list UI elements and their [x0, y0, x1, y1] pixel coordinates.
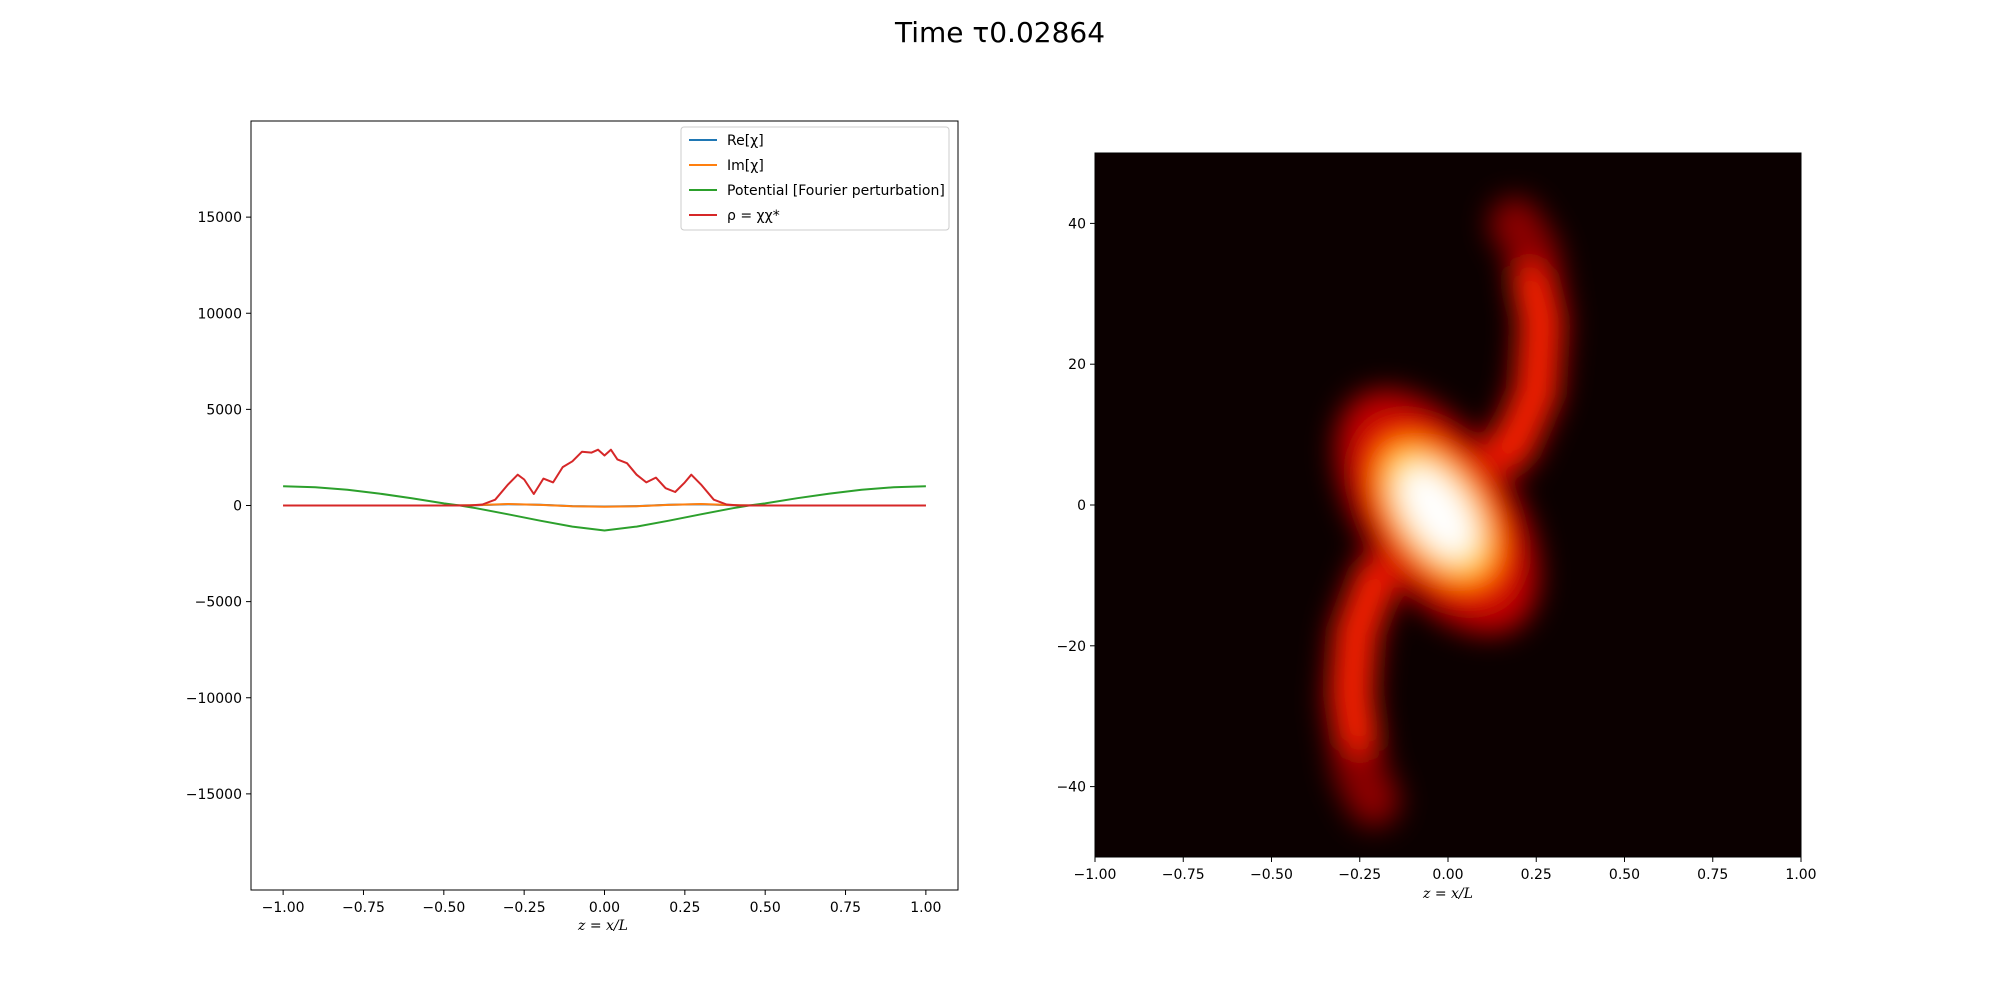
- heatmap-blur-layer: [1323, 197, 1570, 827]
- line-chart-x-axis-label: z = x/L: [577, 918, 628, 934]
- heatmap-x-ticks: −1.00 −0.75 −0.50 −0.25 0.00 0.25 0.50 0.75 1.00: [1074, 857, 1817, 883]
- y-tick-label: −5000: [195, 595, 242, 611]
- heatmap-density: [1323, 197, 1570, 827]
- legend: Re[χ] Im[χ] Potential [Fourier perturbatio…: [680, 126, 950, 231]
- x-tick-label: −0.75: [342, 900, 385, 916]
- x-tick-label: 0.75: [830, 900, 861, 916]
- y-tick-label: 20: [1068, 357, 1086, 373]
- upper-arm-core: [1440, 264, 1555, 492]
- x-tick-label: 0.25: [1521, 867, 1552, 883]
- legend-label-0: Re[χ]: [727, 133, 764, 149]
- y-tick-label: 40: [1068, 216, 1086, 232]
- line-chart-series-group: [283, 448, 926, 532]
- line-chart-panel: −1.00 −0.75 −0.50 −0.25 0.00 0.25 0.50 0.75 1.00…: [186, 120, 959, 934]
- series-line-2: [283, 485, 926, 532]
- x-tick-label: 1.00: [910, 900, 941, 916]
- legend-items: Re[χ] Im[χ] Potential [Fourier perturbatio…: [689, 133, 945, 224]
- x-tick-label: 0.75: [1697, 867, 1728, 883]
- suptitle: Time τ0.02864: [894, 16, 1105, 49]
- x-tick-label: −0.25: [503, 900, 546, 916]
- x-tick-label: 0.00: [1432, 867, 1463, 883]
- line-chart-y-ticks: −15000 −10000 −5000 0 5000 10000 15000: [186, 210, 251, 803]
- x-tick-label: −0.25: [1338, 867, 1381, 883]
- heatmap-panel: −1.00 −0.75 −0.50 −0.25 0.00 0.25 0.50 0.75 1.00…: [1056, 152, 1817, 902]
- x-tick-label: −1.00: [262, 900, 305, 916]
- series-line-3: [283, 448, 926, 507]
- heatmap-x-axis-label: z = x/L: [1422, 886, 1473, 902]
- line-chart-x-ticks: −1.00 −0.75 −0.50 −0.25 0.00 0.25 0.50 0.75 1.00: [262, 890, 941, 916]
- y-tick-label: −10000: [186, 691, 242, 707]
- x-tick-label: 0.00: [589, 900, 620, 916]
- x-tick-label: −1.00: [1074, 867, 1117, 883]
- y-tick-label: −15000: [186, 787, 242, 803]
- x-tick-label: 1.00: [1785, 867, 1816, 883]
- y-tick-label: 0: [233, 499, 242, 515]
- x-tick-label: −0.75: [1162, 867, 1205, 883]
- y-tick-label: 5000: [206, 402, 242, 418]
- x-tick-label: −0.50: [1250, 867, 1293, 883]
- heatmap-y-ticks: −40 −20 0 20 40: [1056, 216, 1095, 796]
- x-tick-label: −0.50: [422, 900, 465, 916]
- core-white: [1398, 464, 1477, 560]
- x-tick-label: 0.25: [669, 900, 700, 916]
- y-tick-label: −20: [1056, 639, 1086, 655]
- legend-box: [680, 126, 950, 231]
- y-tick-label: 15000: [197, 210, 242, 226]
- y-tick-label: −40: [1056, 780, 1086, 796]
- legend-label-3: ρ = χχ*: [727, 208, 780, 224]
- x-tick-label: 0.50: [1609, 867, 1640, 883]
- x-tick-label: 0.50: [750, 900, 781, 916]
- legend-label-1: Im[χ]: [727, 158, 764, 174]
- legend-label-2: Potential [Fourier perturbation]: [727, 183, 945, 199]
- y-tick-label: 10000: [197, 306, 242, 322]
- y-tick-label: 0: [1077, 498, 1086, 514]
